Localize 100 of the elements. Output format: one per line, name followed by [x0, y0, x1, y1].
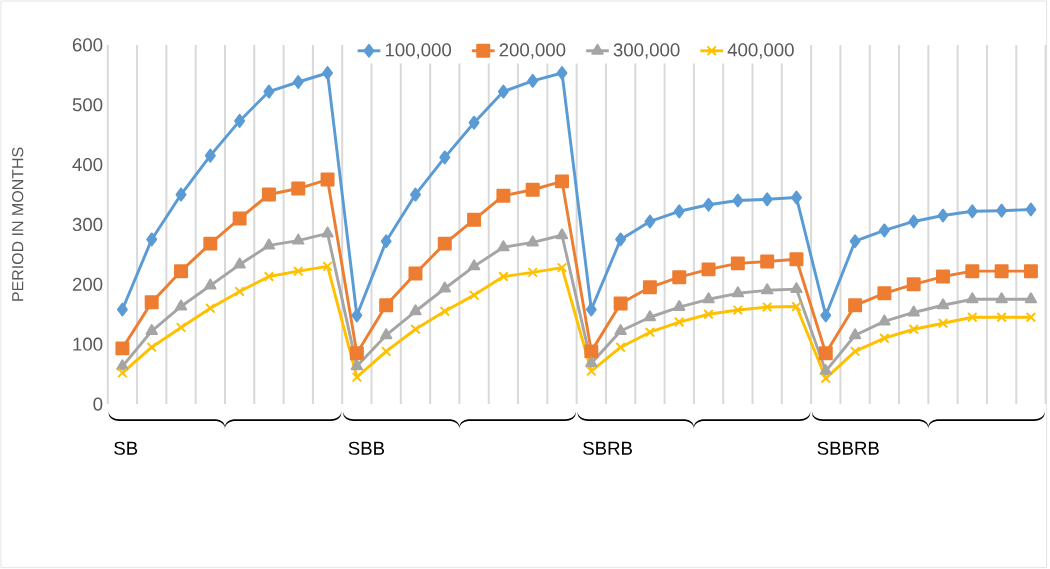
point: [410, 324, 421, 335]
point: [937, 208, 949, 223]
point: [321, 226, 334, 238]
point: [496, 188, 511, 203]
point: [761, 302, 773, 313]
legend-label: 100,000: [385, 43, 452, 59]
point: [585, 356, 598, 368]
point: [262, 238, 276, 250]
point: [234, 286, 245, 297]
y-tick-label: 600: [72, 38, 103, 52]
point: [380, 346, 392, 357]
point: [1025, 312, 1037, 323]
point: [673, 204, 685, 219]
point: [205, 303, 216, 314]
y-tick-label: 100: [73, 337, 103, 351]
point: [674, 316, 685, 328]
point: [848, 298, 863, 313]
point: [146, 232, 158, 247]
point: [468, 115, 480, 130]
point: [467, 212, 482, 227]
point: [497, 84, 509, 99]
point: [908, 324, 919, 335]
point: [234, 114, 246, 129]
point: [702, 292, 715, 304]
point: [350, 359, 364, 371]
point: [790, 282, 803, 294]
point: [291, 181, 306, 196]
point: [439, 306, 451, 317]
text: SB: [114, 441, 138, 456]
point: [144, 295, 159, 310]
point: [703, 309, 714, 320]
point: [906, 277, 921, 292]
point: [732, 305, 744, 316]
point: [848, 328, 862, 340]
point: [467, 259, 481, 271]
point: [995, 292, 1008, 304]
point: [292, 233, 305, 245]
point: [380, 234, 392, 249]
point: [878, 314, 891, 326]
point: [204, 148, 216, 163]
point: [556, 66, 568, 81]
point: [527, 73, 539, 88]
point: [937, 318, 949, 329]
point: [145, 324, 158, 336]
point: [379, 328, 393, 340]
point: [967, 312, 978, 323]
point: [585, 302, 597, 317]
point: [703, 197, 715, 212]
point: [349, 346, 364, 361]
point: [351, 308, 363, 323]
text: SBRB: [583, 441, 632, 456]
point: [615, 342, 626, 353]
point: [525, 182, 540, 197]
point: [907, 305, 920, 317]
point: [232, 211, 247, 226]
point: [994, 264, 1009, 279]
point: [526, 235, 539, 247]
point: [731, 286, 745, 298]
point: [672, 270, 687, 285]
point: [233, 257, 246, 269]
point: [818, 346, 833, 361]
point: [996, 312, 1007, 323]
point: [555, 228, 569, 240]
point: [292, 75, 304, 90]
y-axis-title: PERIOD IN MONTHS: [12, 147, 24, 301]
point: [203, 236, 218, 251]
point: [174, 299, 188, 311]
point: [966, 292, 979, 304]
point: [643, 310, 657, 322]
point: [498, 271, 509, 282]
point: [644, 214, 656, 229]
point: [409, 187, 421, 202]
y-tick-label: 500: [72, 98, 103, 112]
point: [642, 280, 657, 295]
point: [379, 298, 394, 313]
point: [878, 223, 890, 238]
point: [263, 84, 275, 99]
point: [437, 236, 452, 251]
point: [644, 327, 656, 338]
point: [584, 344, 599, 359]
point: [966, 204, 978, 219]
point: [730, 256, 745, 271]
text: SBBRB: [817, 441, 879, 456]
y-tick-label: 200: [72, 277, 103, 292]
point: [1025, 202, 1037, 217]
point: [614, 324, 627, 336]
point: [175, 322, 187, 333]
point: [1024, 292, 1038, 304]
point: [760, 283, 774, 295]
y-tick-label: 400: [72, 158, 103, 172]
point: [527, 267, 538, 278]
point: [408, 266, 423, 281]
point: [613, 296, 628, 311]
point: [1023, 264, 1038, 279]
point: [555, 174, 569, 189]
point: [761, 192, 773, 207]
point: [116, 302, 128, 317]
point: [820, 373, 832, 384]
point: [556, 262, 568, 273]
point: [351, 372, 363, 383]
